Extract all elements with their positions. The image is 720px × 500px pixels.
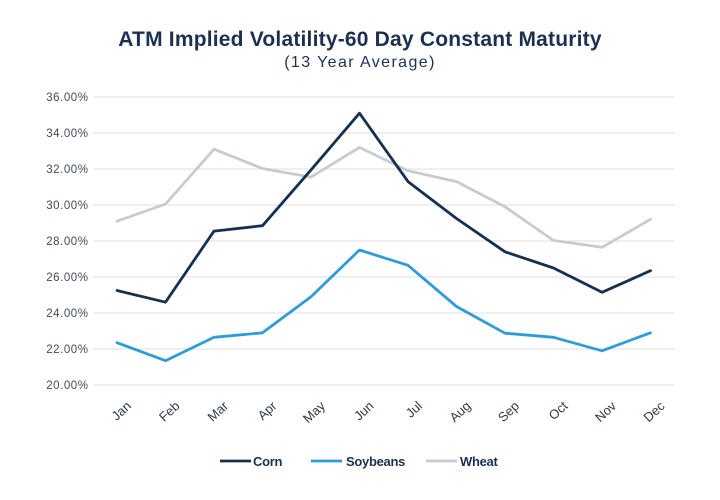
svg-text:Apr: Apr — [255, 398, 281, 423]
svg-text:Jul: Jul — [403, 398, 425, 420]
svg-text:Corn: Corn — [253, 454, 282, 469]
svg-text:Aug: Aug — [446, 398, 473, 425]
svg-text:Dec: Dec — [640, 398, 668, 425]
svg-text:Nov: Nov — [592, 398, 620, 425]
svg-text:22.00%: 22.00% — [46, 344, 88, 356]
svg-text:Wheat: Wheat — [460, 454, 498, 469]
svg-text:Soybeans: Soybeans — [346, 454, 405, 469]
svg-text:Mar: Mar — [204, 398, 231, 425]
svg-text:30.00%: 30.00% — [46, 200, 88, 212]
svg-text:May: May — [300, 398, 329, 426]
svg-text:20.00%: 20.00% — [46, 380, 88, 392]
svg-text:Sep: Sep — [495, 398, 522, 425]
svg-text:36.00%: 36.00% — [46, 92, 88, 104]
svg-text:32.00%: 32.00% — [46, 164, 88, 176]
svg-text:26.00%: 26.00% — [46, 272, 88, 284]
svg-text:Jun: Jun — [351, 398, 377, 423]
svg-text:Oct: Oct — [546, 398, 571, 423]
svg-text:24.00%: 24.00% — [46, 308, 88, 320]
svg-text:28.00%: 28.00% — [46, 236, 88, 248]
svg-text:34.00%: 34.00% — [46, 128, 88, 140]
svg-text:Jan: Jan — [108, 398, 134, 423]
svg-text:Feb: Feb — [156, 398, 183, 424]
